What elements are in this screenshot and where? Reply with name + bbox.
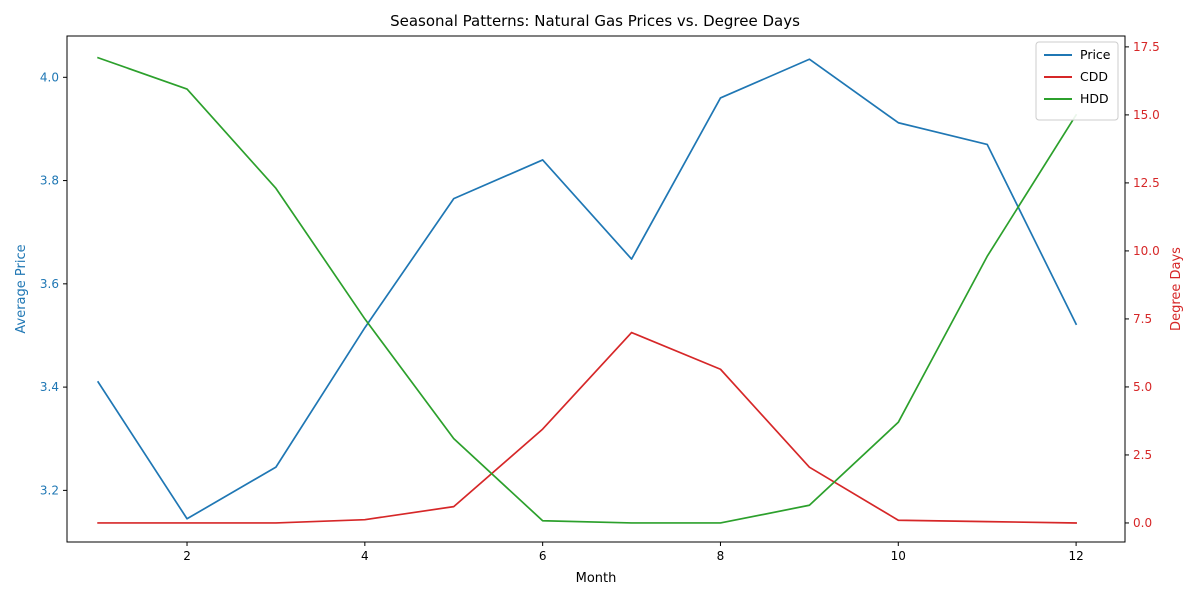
- x-axis-label: Month: [576, 571, 617, 586]
- y-right-tick-label: 10.0: [1133, 244, 1160, 258]
- chart-title: Seasonal Patterns: Natural Gas Prices vs…: [390, 12, 800, 30]
- legend-label-cdd: CDD: [1080, 69, 1108, 84]
- y-axis-right: 0.0 2.5 5.0 7.5 10.0 12.5 15.0 17.5: [1125, 40, 1160, 530]
- y-left-tick-label: 3.6: [40, 277, 59, 291]
- plot-lines: [96, 56, 1078, 524]
- x-tick-label: 6: [539, 549, 547, 563]
- legend: Price CDD HDD: [1035, 41, 1119, 121]
- y-left-tick-label: 4.0: [40, 70, 59, 84]
- y-right-tick-label: 7.5: [1133, 312, 1152, 326]
- y-right-tick-label: 17.5: [1133, 40, 1160, 54]
- x-tick-label: 10: [891, 549, 906, 563]
- y-right-tick-label: 0.0: [1133, 516, 1152, 530]
- series-line-cdd: [97, 331, 1077, 524]
- legend-label-hdd: HDD: [1080, 91, 1109, 106]
- plot-frame: [66, 35, 1126, 543]
- x-tick-label: 8: [717, 549, 725, 563]
- y-left-tick-label: 3.4: [40, 380, 59, 394]
- series-line-price: [96, 58, 1078, 520]
- x-tick-label: 12: [1068, 549, 1083, 563]
- y-axis-left: 3.2 3.4 3.6 3.8 4.0: [40, 70, 67, 497]
- y-right-tick-label: 15.0: [1133, 108, 1160, 122]
- legend-label-price: Price: [1080, 47, 1111, 62]
- x-axis: 2 4 6 8 10 12: [183, 542, 1084, 563]
- y-right-tick-label: 2.5: [1133, 448, 1152, 462]
- y-right-tick-label: 5.0: [1133, 380, 1152, 394]
- y-axis-right-label: Degree Days: [1169, 247, 1184, 331]
- legend-box: [1035, 41, 1119, 121]
- x-tick-label: 4: [361, 549, 369, 563]
- y-left-tick-label: 3.2: [40, 483, 59, 497]
- x-tick-label: 2: [183, 549, 191, 563]
- y-axis-left-label: Average Price: [14, 244, 29, 333]
- y-right-tick-label: 12.5: [1133, 176, 1160, 190]
- series-line-hdd: [97, 56, 1078, 524]
- y-left-tick-label: 3.8: [40, 174, 59, 188]
